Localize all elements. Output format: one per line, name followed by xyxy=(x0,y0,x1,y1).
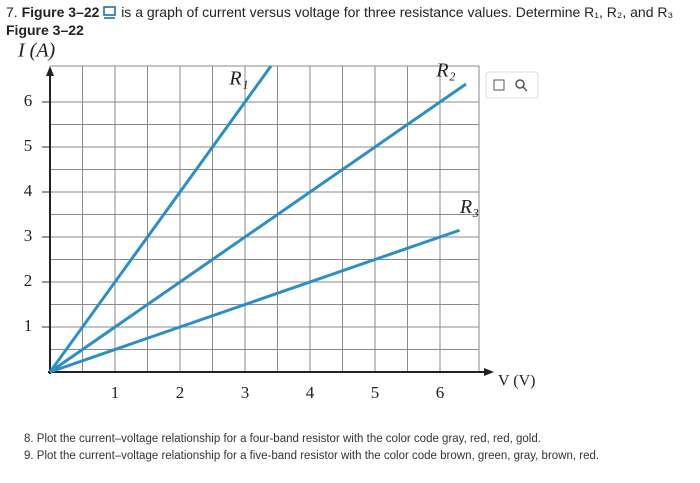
y-tick-label: 5 xyxy=(24,136,33,155)
question: 8. Plot the current–voltage relationship… xyxy=(24,433,541,445)
popout-icon[interactable] xyxy=(493,79,505,91)
y-tick-label: 2 xyxy=(24,271,33,290)
series-label: R₃ xyxy=(459,196,479,218)
zoom-handle xyxy=(522,86,528,92)
series-line xyxy=(48,65,273,373)
series-line xyxy=(49,82,467,374)
y-axis-label: I (A) xyxy=(17,40,56,62)
y-tick-label: 3 xyxy=(24,226,33,245)
series-label: R₁ xyxy=(228,68,248,90)
x-tick-label: 3 xyxy=(241,383,250,402)
x-axis-arrow xyxy=(484,368,494,376)
series-line xyxy=(49,228,460,374)
series-label: R₂ xyxy=(435,60,455,82)
zoom-icon[interactable] xyxy=(515,79,525,89)
y-tick-label: 1 xyxy=(24,316,33,335)
x-tick-label: 2 xyxy=(176,383,185,402)
y-axis-arrow xyxy=(46,66,54,76)
x-tick-label: 1 xyxy=(111,383,120,402)
y-tick-label: 4 xyxy=(24,181,33,200)
x-tick-label: 5 xyxy=(371,383,380,402)
question: 9. Plot the current–voltage relationship… xyxy=(24,450,600,462)
toolbar xyxy=(485,71,539,99)
figure-caption: Figure 3–22 xyxy=(6,22,84,38)
question-number: 7. xyxy=(6,4,18,20)
figure-icon[interactable] xyxy=(103,6,117,19)
x-axis-label: V (V) xyxy=(498,373,535,390)
question-text: is a graph of current versus voltage for… xyxy=(121,4,674,20)
questions: 8. Plot the current–voltage relationship… xyxy=(24,431,664,465)
toolbar-box xyxy=(485,71,539,99)
x-tick-label: 6 xyxy=(436,383,445,402)
figure-link[interactable]: Figure 3–22 xyxy=(21,4,100,20)
question-7: 7. Figure 3–22 is a graph of current ver… xyxy=(6,4,673,20)
x-tick-label: 4 xyxy=(306,383,315,402)
y-tick-label: 6 xyxy=(24,91,33,110)
chart: I (A) V (V) 1 2 3 4 5 6 1 2 3 4 5 6 R₁ R₂ R₃ xyxy=(17,40,539,402)
